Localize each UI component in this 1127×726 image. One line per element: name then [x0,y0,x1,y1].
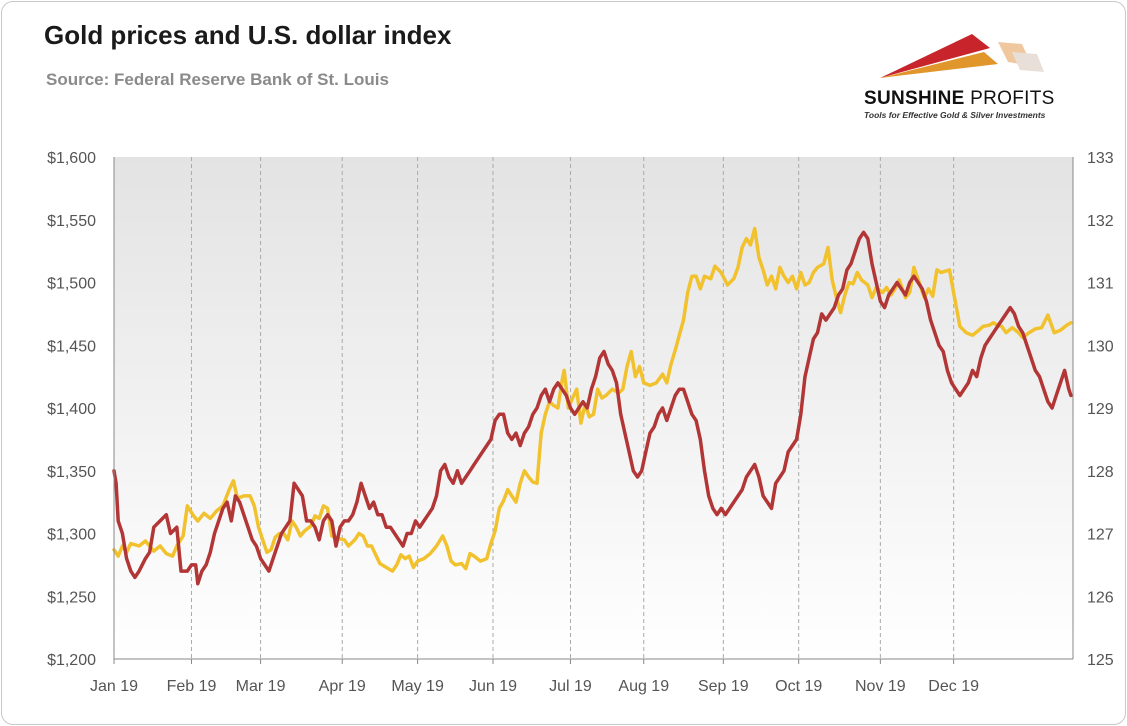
y-right-tick-label: 132 [1087,213,1114,230]
x-tick-label: Jan 19 [90,678,138,695]
chart-title: Gold prices and U.S. dollar index [44,20,452,50]
y-left-tick-label: $1,400 [47,401,96,418]
x-tick-label: Sep 19 [698,678,749,695]
y-right-tick-label: 128 [1087,464,1114,481]
y-right-tick-label: 129 [1087,401,1114,418]
y-right-tick-label: 131 [1087,276,1114,293]
y-right-tick-label: 126 [1087,589,1114,606]
x-tick-label: Jun 19 [469,678,517,695]
y-left-tick-label: $1,250 [47,589,96,606]
y-right-tick-label: 127 [1087,527,1114,544]
y-left-tick-label: $1,300 [47,527,96,544]
x-tick-label: Mar 19 [236,678,286,695]
x-tick-label: Aug 19 [618,678,669,695]
x-tick-label: Feb 19 [167,678,217,695]
y-left-tick-label: $1,550 [47,213,96,230]
logo-tagline: Tools for Effective Gold & Silver Invest… [864,110,1046,120]
y-left-tick-label: $1,350 [47,464,96,481]
y-right-tick-label: 125 [1087,652,1114,669]
sunshine-profits-logo-icon [880,34,1044,78]
y-left-tick-label: $1,500 [47,276,96,293]
chart-subtitle: Source: Federal Reserve Bank of St. Loui… [46,70,389,89]
x-tick-label: Dec 19 [928,678,979,695]
dollar-index-line [112,230,1073,586]
x-tick-label: Oct 19 [775,678,822,695]
y-left-tick-label: $1,600 [47,150,96,167]
logo-wordmark: SUNSHINE PROFITS [864,88,1055,109]
x-tick-label: Nov 19 [855,678,906,695]
x-tick-label: May 19 [391,678,444,695]
y-left-tick-label: $1,200 [47,652,96,669]
y-left-tick-label: $1,450 [47,338,96,355]
y-right-tick-label: 133 [1087,150,1114,167]
y-right-tick-label: 130 [1087,338,1114,355]
x-tick-label: Apr 19 [319,678,366,695]
x-tick-label: Jul 19 [549,678,592,695]
